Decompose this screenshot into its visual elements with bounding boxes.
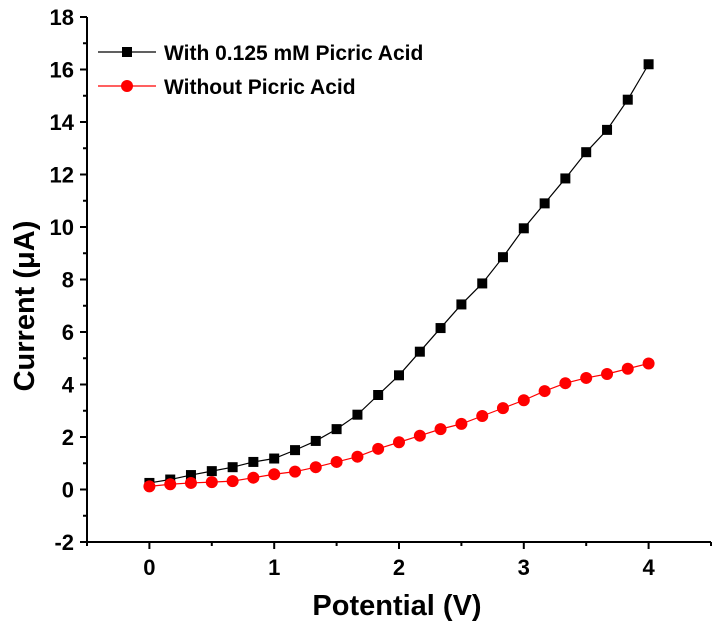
data-point xyxy=(581,147,592,158)
legend: With 0.125 mM Picric Acid Without Picric … xyxy=(98,42,423,99)
data-point xyxy=(539,198,550,209)
data-point xyxy=(352,409,363,420)
y-tick-label: 8 xyxy=(62,268,74,293)
x-tick-label: 1 xyxy=(268,555,280,580)
data-point xyxy=(290,445,301,456)
data-point xyxy=(455,417,468,430)
x-tick-label: 4 xyxy=(642,555,655,580)
data-point xyxy=(580,371,593,384)
data-point xyxy=(205,476,218,489)
data-point xyxy=(497,252,508,263)
data-point xyxy=(330,455,343,468)
series-group xyxy=(143,59,655,493)
data-point xyxy=(143,480,156,493)
data-point xyxy=(559,377,572,390)
data-point xyxy=(248,456,259,467)
y-tick-label: 18 xyxy=(50,5,74,30)
y-axis-title: Current (μA) xyxy=(9,221,41,392)
data-point xyxy=(621,362,634,375)
data-point xyxy=(538,385,551,398)
data-point xyxy=(456,299,467,310)
data-point xyxy=(331,424,342,435)
legend-marker xyxy=(122,47,132,57)
data-point xyxy=(351,450,364,463)
data-point xyxy=(414,346,425,357)
y-tick-label: 10 xyxy=(50,215,74,240)
data-point xyxy=(434,423,447,436)
series-2 xyxy=(143,357,655,493)
y-tick-label: 4 xyxy=(62,373,75,398)
data-point xyxy=(269,453,280,464)
data-point xyxy=(373,390,384,400)
data-point xyxy=(477,278,488,289)
x-tick-label: 3 xyxy=(518,555,530,580)
data-point xyxy=(164,478,177,491)
data-point xyxy=(476,410,489,422)
data-point xyxy=(642,357,655,370)
data-point xyxy=(496,402,509,415)
x-tick-label: 2 xyxy=(393,555,405,580)
x-tick-label: 0 xyxy=(143,555,155,580)
data-point xyxy=(602,124,613,135)
y-tick-label: 0 xyxy=(62,478,74,503)
data-point xyxy=(226,475,239,488)
y-tick-label: 6 xyxy=(62,320,74,345)
data-point xyxy=(394,370,404,381)
data-point xyxy=(560,173,571,184)
data-point xyxy=(184,476,197,489)
data-point xyxy=(393,436,405,449)
y-tick-label: 14 xyxy=(50,110,75,135)
data-point xyxy=(289,465,302,478)
y-tick-label: 2 xyxy=(62,425,74,450)
data-point xyxy=(435,323,446,334)
data-point xyxy=(206,466,217,477)
legend-label: With 0.125 mM Picric Acid xyxy=(164,42,423,65)
data-point xyxy=(413,429,426,442)
legend-label: Without Picric Acid xyxy=(164,76,356,99)
legend-item: Without Picric Acid xyxy=(98,76,356,99)
y-tick-label: 16 xyxy=(50,58,74,83)
y-tick-label: -2 xyxy=(54,530,74,555)
data-point xyxy=(622,94,633,105)
data-point xyxy=(185,470,196,481)
data-point xyxy=(247,471,260,484)
data-point xyxy=(518,223,529,234)
legend-marker xyxy=(121,80,133,92)
x-axis-title: Potential (V) xyxy=(312,590,481,622)
data-point xyxy=(517,394,530,407)
data-point xyxy=(310,435,321,446)
data-point xyxy=(601,368,614,380)
data-point xyxy=(372,442,385,455)
data-point xyxy=(268,468,281,481)
data-point xyxy=(643,59,654,70)
legend-item: With 0.125 mM Picric Acid xyxy=(98,42,423,65)
data-point xyxy=(227,462,238,473)
y-tick-label: 12 xyxy=(50,163,74,188)
data-point xyxy=(309,461,322,474)
